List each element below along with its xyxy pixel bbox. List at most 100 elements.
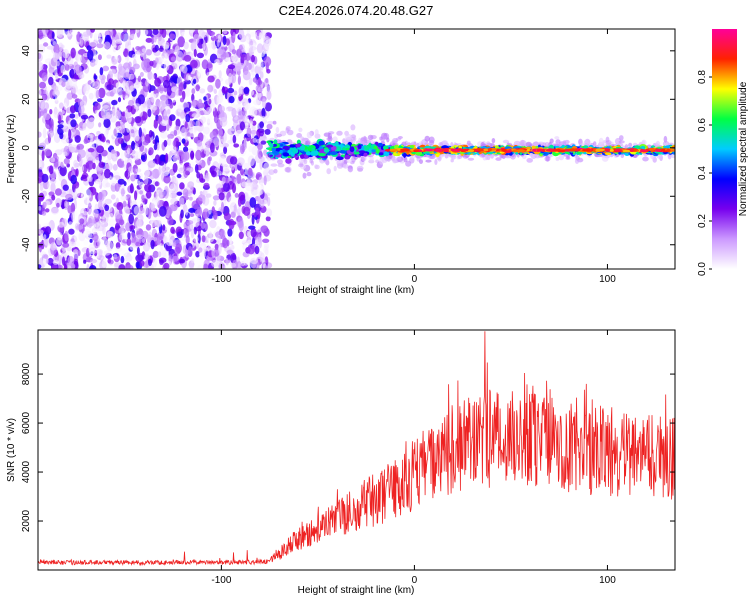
noise-blob: [95, 178, 102, 187]
noise-blob: [248, 145, 253, 153]
noise-blob: [247, 244, 256, 255]
noise-blob: [229, 156, 238, 165]
signal-halo-blob: [345, 133, 352, 141]
noise-blob: [145, 37, 153, 43]
noise-blob: [211, 259, 219, 268]
signal-halo-blob: [419, 159, 423, 165]
noise-blob: [104, 30, 110, 36]
noise-blob: [203, 96, 207, 101]
signal-halo-blob: [367, 134, 374, 141]
noise-blob: [192, 78, 197, 85]
noise-blob: [60, 44, 65, 49]
noise-blob: [255, 207, 260, 215]
signal-halo-blob: [268, 169, 275, 176]
noise-blob: [232, 54, 240, 64]
noise-blob: [104, 204, 110, 211]
noise-blob: [200, 264, 204, 269]
noise-blob: [193, 33, 200, 45]
noise-blob: [115, 125, 122, 131]
noise-blob: [147, 108, 152, 118]
noise-blob: [97, 98, 103, 103]
noise-blob: [155, 57, 159, 64]
noise-blob: [177, 36, 185, 48]
signal-halo-blob: [424, 135, 430, 142]
noise-blob: [94, 102, 101, 111]
noise-blob: [199, 92, 203, 100]
noise-blob: [247, 167, 253, 176]
noise-blob: [43, 254, 49, 259]
noise-blob: [85, 154, 94, 161]
noise-blob: [149, 118, 155, 128]
noise-blob: [43, 234, 47, 240]
noise-blob: [261, 98, 267, 109]
noise-blob: [181, 152, 188, 163]
noise-blob: [182, 188, 189, 199]
noise-blob: [161, 169, 170, 177]
noise-blob: [255, 79, 263, 86]
noise-blob: [154, 219, 162, 228]
noise-blob: [146, 190, 152, 199]
signal-halo-blob: [269, 137, 275, 141]
noise-blob: [83, 211, 88, 216]
noise-blob: [252, 120, 257, 126]
noise-blob: [187, 132, 191, 137]
noise-blob: [101, 136, 106, 143]
signal-halo-blob: [347, 167, 353, 172]
noise-blob: [74, 187, 81, 197]
noise-blob: [137, 180, 141, 186]
noise-blob: [74, 234, 79, 243]
noise-blob: [230, 126, 236, 132]
noise-blob: [106, 231, 114, 238]
noise-blob: [264, 248, 269, 255]
signal-halo-blob: [502, 139, 510, 144]
noise-blob: [231, 102, 236, 109]
noise-blob: [68, 221, 73, 226]
noise-blob: [104, 168, 111, 179]
noise-blob: [67, 205, 73, 214]
noise-blob: [184, 206, 189, 216]
noise-blob: [140, 103, 146, 111]
noise-blob: [260, 252, 265, 262]
noise-blob: [86, 45, 92, 51]
noise-blob: [90, 259, 98, 264]
noise-blob: [257, 86, 264, 93]
noise-blob: [54, 188, 62, 196]
noise-blob: [195, 250, 200, 258]
noise-blob: [70, 174, 77, 185]
signal-halo-blob: [562, 140, 567, 146]
noise-blob: [143, 254, 151, 260]
noise-blob: [237, 205, 243, 213]
noise-blob: [113, 128, 117, 136]
noise-blob: [250, 228, 257, 238]
noise-blob: [146, 234, 152, 243]
noise-blob: [43, 112, 51, 121]
noise-blob: [89, 265, 97, 269]
noise-blob: [195, 120, 201, 130]
noise-blob: [148, 147, 154, 156]
noise-blob: [258, 237, 263, 249]
noise-blob: [103, 250, 111, 256]
noise-blob: [137, 75, 142, 83]
noise-blob: [167, 138, 173, 147]
noise-blob: [150, 92, 156, 103]
noise-blob: [206, 106, 213, 113]
noise-blob: [98, 173, 101, 178]
noise-blob: [160, 120, 169, 126]
noise-blob: [225, 258, 229, 266]
noise-blob: [232, 32, 236, 38]
noise-blob: [212, 105, 216, 112]
signal-halo-blob: [583, 140, 589, 147]
noise-blob: [201, 59, 209, 70]
noise-blob: [232, 134, 237, 144]
noise-blob: [154, 154, 161, 165]
noise-blob: [166, 85, 172, 96]
noise-blob: [206, 43, 213, 49]
noise-blob: [262, 238, 270, 243]
noise-blob: [158, 100, 165, 112]
noise-blob: [69, 113, 76, 119]
noise-blob: [234, 192, 239, 198]
noise-blob: [57, 124, 64, 129]
noise-blob: [213, 114, 219, 124]
noise-blob: [243, 257, 249, 266]
noise-blob: [180, 209, 184, 219]
